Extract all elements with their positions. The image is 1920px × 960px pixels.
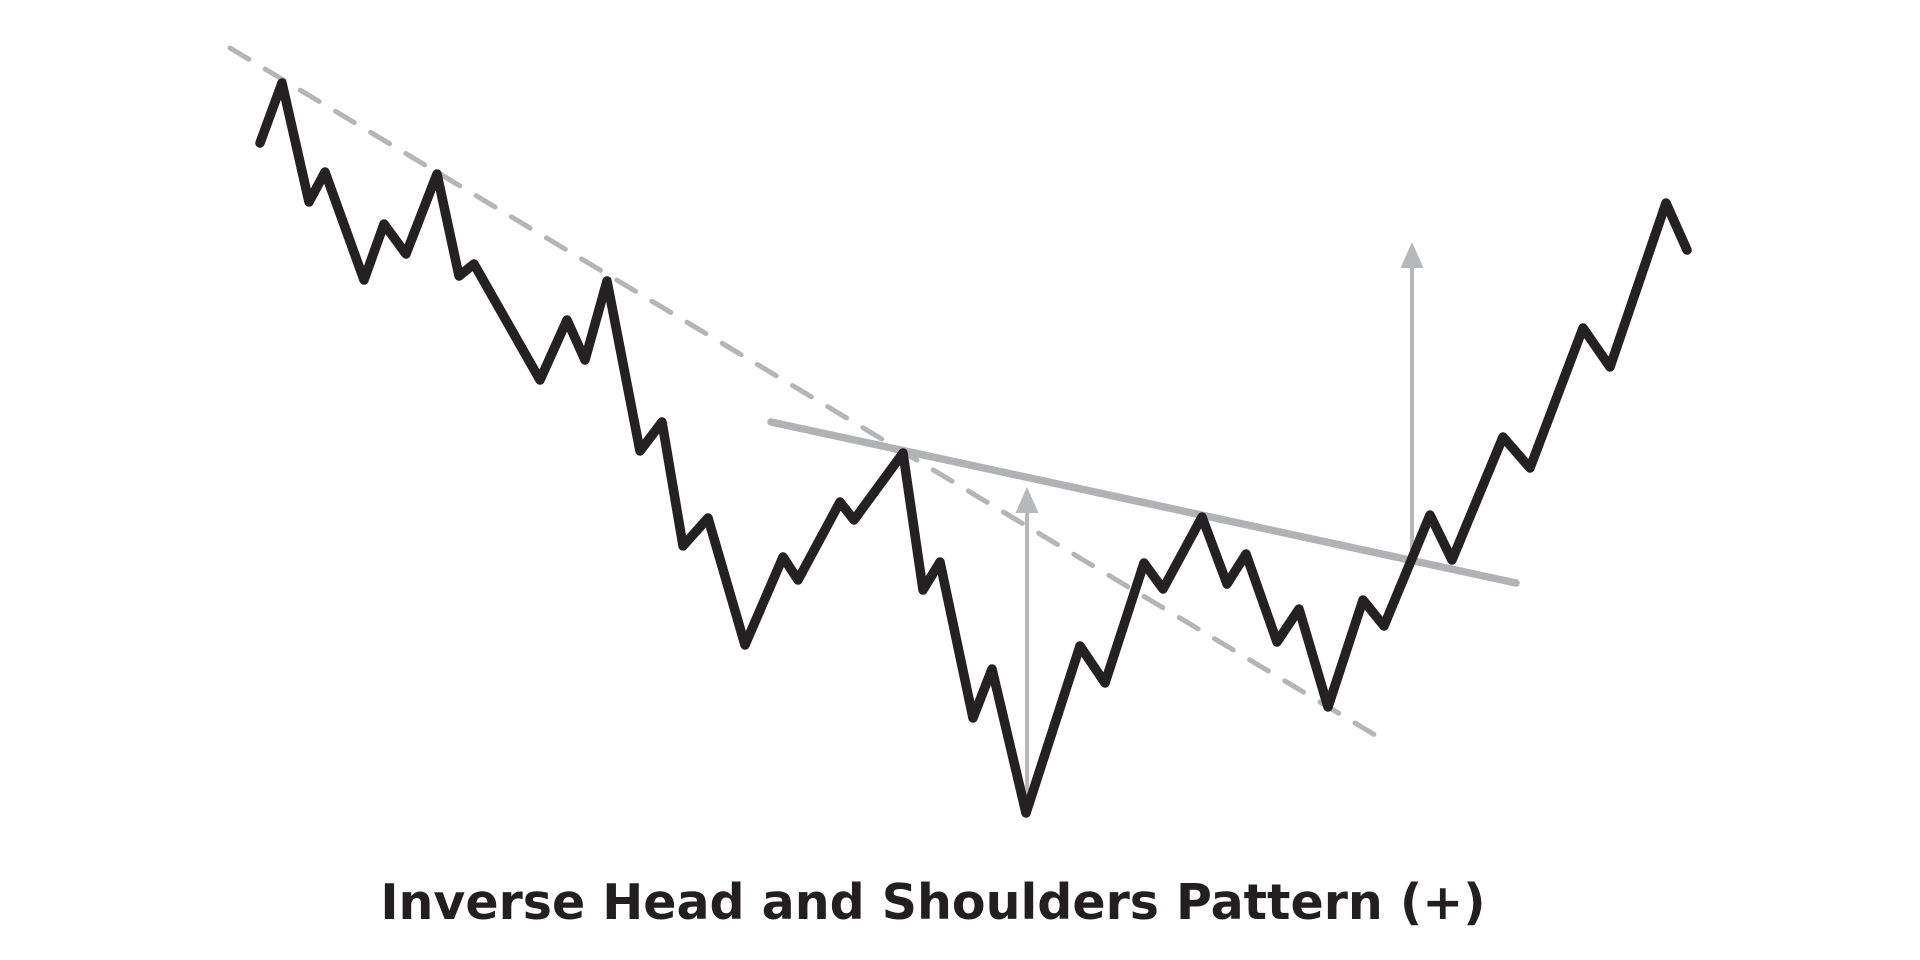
neckline [767,418,1520,587]
breakout-target-arrow [1400,242,1424,559]
price-line [255,78,1692,818]
chart-title: Inverse Head and Shoulders Pattern (+) [380,874,1486,931]
downtrend-dashed-line [227,45,1393,747]
breakout-target-arrow-up-icon [1400,242,1424,268]
head-depth-arrow [1015,487,1039,795]
head-depth-arrow-up-icon [1015,487,1039,513]
